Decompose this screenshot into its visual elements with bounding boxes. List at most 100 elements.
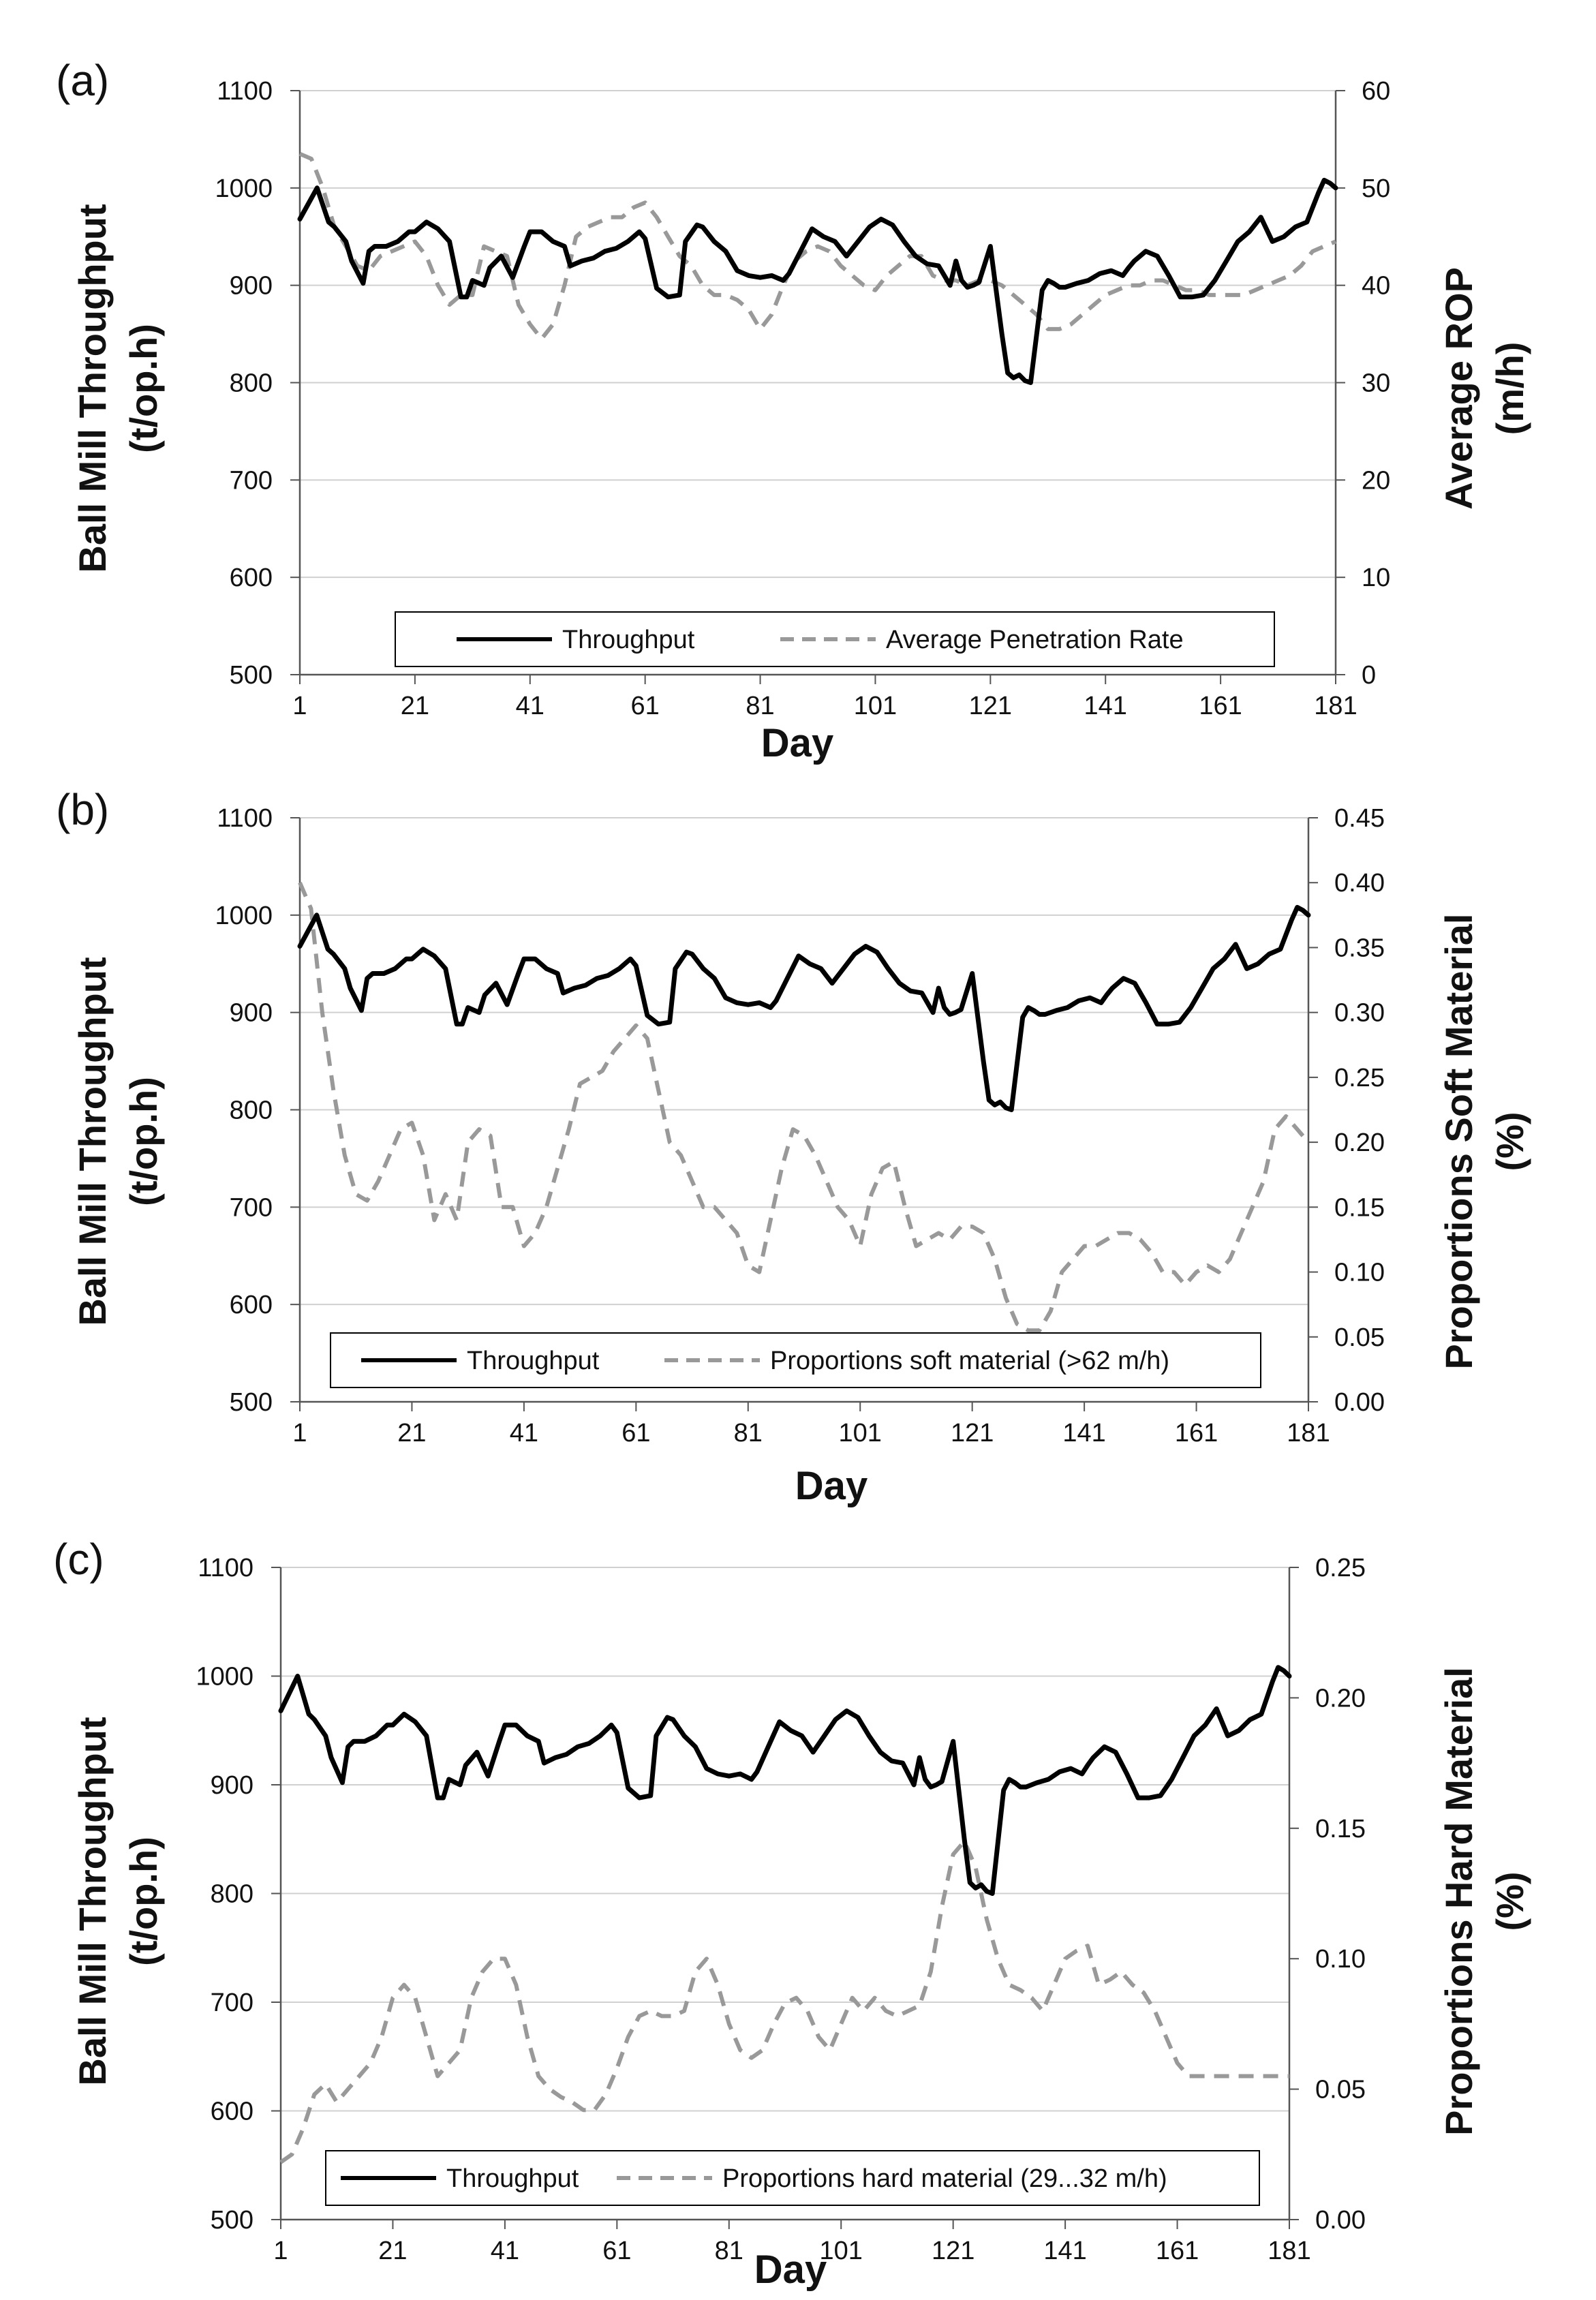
panel-c-legend-hard-label: Proportions hard material (29...32 m/h) [722,2164,1167,2193]
panel-b-legend-throughput-label: Throughput [467,1347,600,1375]
panel-b-right-tick-label: 0.30 [1334,999,1385,1028]
panel-a-left-tick-label: 1000 [215,174,273,203]
panel-b-right-tick-label: 0.20 [1334,1129,1385,1157]
panel-c-label: (c) [53,1535,104,1584]
panel-c-left-ticks: 500 600 700 800 900 1000 1100 [196,1554,281,2235]
panel-c-right-tick-label: 0.15 [1315,1815,1366,1843]
panel-a-gridlines [300,90,1336,579]
panel-b-left-tick-label: 500 [230,1388,273,1417]
panel-a-right-axis-label-line1: Average ROP [1437,267,1480,510]
panel-b-right-tick-label: 0.10 [1334,1259,1385,1287]
panel-a-secondary-series-line [298,152,1337,341]
panel-a-left-tick-label: 800 [230,369,273,398]
panel-b-gridlines [300,817,1308,1306]
panel-c-right-tick-label: 0.20 [1315,1684,1366,1713]
panel-c-chart: (c) 500 600 700 800 900 1000 1100 0.00 0.05 0.10… [0,1520,1596,2300]
panel-b-left-axis-label-line1: Ball Mill Throughput [71,957,114,1325]
panel-b-right-tick-label: 0.05 [1334,1323,1385,1352]
panel-c-right-tick-label: 0.00 [1315,2206,1366,2235]
panel-a-legend-rop-label: Average Penetration Rate [886,626,1184,654]
panel-c-left-tick-label: 1100 [198,1554,254,1582]
panel-a-right-tick-label: 50 [1362,174,1390,203]
panel-b-left-ticks: 500 600 700 800 900 1000 1100 [215,804,300,1417]
panel-c-right-ticks: 0.00 0.05 0.10 0.15 0.20 0.25 [1289,1554,1366,2235]
panel-c-left-tick-label: 700 [211,1989,254,2017]
panel-b-legend-soft-label: Proportions soft material (>62 m/h) [770,1347,1169,1375]
panel-a-x-tick-label: 81 [746,692,774,720]
panel-a-x-tick-label: 161 [1199,692,1242,720]
panel-b-left-tick-label: 1000 [215,902,273,930]
panel-a-series [297,152,1338,385]
panel-b-right-tick-label: 0.35 [1334,934,1385,962]
panel-b-legend: Throughput Proportions soft material (>6… [330,1332,1261,1388]
panel-c-x-ticks: 1 21 41 61 81 101 121 141 161 181 [273,2220,1311,2265]
panel-b-secondary-series-line [298,882,1310,1333]
panel-b-x-tick-label: 161 [1175,1419,1218,1447]
panel-a-x-tick-label: 101 [854,692,897,720]
panel-b-x-tick-label: 101 [839,1419,882,1447]
panel-b-svg: (b) 500 600 700 800 900 1000 1100 0.00 0.05 0.10… [56,785,1531,1508]
panel-b-left-tick-label: 600 [230,1291,273,1319]
panel-a-right-tick-label: 60 [1362,77,1390,106]
panel-c-legend: Throughput Proportions hard material (29… [325,2150,1260,2206]
panel-b-x-tick-label: 41 [510,1419,538,1447]
panel-b-x-tick-label: 141 [1062,1419,1105,1447]
panel-a-x-axis-label: Day [761,721,833,765]
panel-b-right-tick-label: 0.25 [1334,1064,1385,1092]
panel-a-svg: (a) 500 600 700 800 900 1000 1100 0 10 20 30 40 50 6… [56,56,1531,765]
panel-a-x-tick-label: 121 [969,692,1012,720]
panel-a-right-tick-label: 20 [1362,466,1390,495]
panel-a-right-tick-label: 0 [1362,661,1376,690]
panel-c-left-axis-label-line1: Ball Mill Throughput [71,1717,114,2085]
panel-c-legend-throughput-label: Throughput [446,2164,579,2193]
panel-b-x-tick-label: 61 [621,1419,650,1447]
panel-c-right-tick-label: 0.05 [1315,2076,1366,2104]
panel-b-x-tick-label: 21 [397,1419,426,1447]
panel-a-right-axis-label-line2: (m/h) [1488,342,1531,435]
panel-a-x-tick-label: 61 [631,692,660,720]
panel-a-right-tick-label: 30 [1362,369,1390,398]
panel-a-label: (a) [56,56,109,105]
panel-b-right-tick-label: 0.40 [1334,869,1385,898]
panel-b-x-tick-label: 1 [292,1419,307,1447]
panel-c-x-tick-label: 1 [273,2237,288,2265]
panel-b-left-tick-label: 900 [230,999,273,1028]
panel-b-right-axis-label-line1: Proportions Soft Material [1437,914,1480,1370]
panel-c-right-axis-label-line2: (%) [1488,1871,1531,1931]
panel-c-right-tick-label: 0.10 [1315,1945,1366,1974]
panel-a-x-ticks: 1 21 41 61 81 101 121 141 161 181 [292,675,1357,720]
panel-b-legend-box [330,1332,1261,1388]
panel-a-left-tick-label: 900 [230,272,273,301]
panel-b-x-axis-label: Day [795,1464,868,1508]
panel-c-series [278,1665,1292,2164]
panel-c-throughput-series-line [278,1665,1292,1896]
panel-c-gridlines [281,1567,1289,2112]
panel-b-x-tick-label: 121 [951,1419,994,1447]
panel-a-legend: Throughput Average Penetration Rate [395,611,1275,667]
panel-a-right-tick-label: 40 [1362,272,1390,301]
panel-c-x-tick-label: 81 [715,2237,743,2265]
panel-b-throughput-series-line [297,904,1311,1112]
panel-a-left-ticks: 500 600 700 800 900 1000 1100 [215,77,300,690]
panel-a-x-tick-label: 181 [1314,692,1357,720]
panel-c-x-tick-label: 101 [820,2237,863,2265]
panel-b-right-tick-label: 0.00 [1334,1388,1385,1417]
panel-c-x-tick-label: 181 [1268,2237,1310,2265]
panel-b-left-axis-label-line2: (t/op.h) [122,1077,165,1206]
panel-b-x-tick-label: 181 [1287,1419,1330,1447]
panel-b-x-ticks: 1 21 41 61 81 101 121 141 161 181 [292,1402,1330,1447]
panel-a-right-ticks: 0 10 20 30 40 50 60 [1336,77,1390,690]
panel-c-right-tick-label: 0.25 [1315,1554,1366,1582]
panel-b-chart: (b) 500 600 700 800 900 1000 1100 0.00 0.05 0.10… [0,770,1596,1520]
panel-b-left-tick-label: 800 [230,1097,273,1125]
panel-a-x-tick-label: 21 [401,692,429,720]
panel-c-left-tick-label: 500 [211,2206,254,2235]
panel-a-left-tick-label: 1100 [217,77,273,106]
panel-c-x-tick-label: 161 [1156,2237,1199,2265]
panel-a-left-axis-label-line2: (t/op.h) [122,324,165,453]
panel-c-x-tick-label: 41 [491,2237,519,2265]
panel-a-right-tick-label: 10 [1362,564,1390,592]
panel-a-throughput-series-line [297,177,1338,385]
panel-b-left-tick-label: 1100 [217,804,273,833]
panel-c-right-axis-label-line1: Proportions Hard Material [1437,1667,1480,2136]
